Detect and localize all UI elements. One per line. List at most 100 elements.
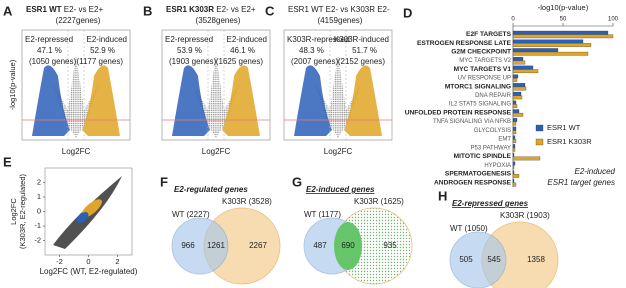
bar [512,165,515,169]
bar [512,30,609,35]
y-axis-label: -log10(p-value) [8,59,17,110]
category-label: UNFOLDED PROTEIN RESPONSE [405,110,512,117]
panel-letter: G [292,174,302,189]
category-label: MTORC1 SIGNALING [445,83,511,90]
panel-title: ESR1 WT E2- vs E2+ [26,5,103,14]
group-label: K303R-induced [334,35,389,44]
bar [512,78,518,82]
set-label: WT (1177) [304,210,341,219]
venn-title: E2-regulated genes [174,185,248,194]
legend-label: ESR1 WT [547,123,581,132]
bar [512,104,518,108]
category-label: IL2 STAT5 SIGNALING [449,102,511,108]
category-label: TNFA SIGNALING VIA NFKB [433,119,511,125]
category-label: MYC TARGETS V2 [459,58,511,64]
panel-letter: A [3,3,13,18]
count: 505 [459,255,473,264]
legend-swatch [535,124,544,132]
bar [512,100,517,105]
bar [512,156,541,161]
panel-title: ESR1 K303R E2- vs E2+ [166,5,256,14]
count: 1358 [527,255,545,264]
bar [512,121,517,126]
set-circle [449,231,507,288]
y-axis-label: (K303R, E2-regulated) [18,173,27,249]
group-count: (2007 genes) [291,57,338,66]
bar [512,74,519,79]
group-count: (1177 genes) [76,57,123,66]
bar [512,179,515,183]
group-count: (1625 genes) [216,57,263,66]
x-tick-label: 2 [115,257,119,266]
bar [512,147,516,152]
bar [512,86,527,91]
bar [512,60,526,65]
bar [512,182,517,187]
venn-title: E2-repressed genes [452,199,529,208]
scatter-core [76,212,89,223]
gene-total: (3528genes) [196,16,241,25]
bar [512,43,592,47]
x-tick-label: 100 [608,17,619,23]
group-count: (1050 genes) [29,57,76,66]
count: 966 [181,241,195,250]
title-rest: ESR1 WT E2- vs K303R E2- [288,5,390,14]
overlap [334,222,362,270]
bar [512,83,526,87]
bar [512,48,559,52]
bar [512,152,515,157]
y-tick-label: 2 [37,177,41,186]
group-label: E2-induced [227,35,267,44]
panel-letter: F [160,174,168,189]
x-axis-label: -log10(p-value) [538,3,589,12]
set-label: K303R (1625) [354,197,404,206]
x-tick-label: 50 [560,17,567,23]
bar [512,109,520,114]
legend-swatch [535,138,544,146]
panel-letter: B [143,3,152,18]
group-count: (2152 genes) [338,57,385,66]
category-label: DNA REPAIR [475,93,512,99]
title-rest: E2- vs E2+ [62,5,104,14]
category-label: MITOTIC SPINDLE [454,153,512,160]
title-rest: E2- vs E2+ [214,5,256,14]
title-bold: ESR1 WT [26,5,62,14]
set-label: WT (1050) [450,224,488,233]
group-pct: 52.9 % [90,46,115,55]
category-label: ESTROGEN RESPONSE LATE [417,40,512,47]
annotation: ESR1 target genes [547,178,615,187]
count: 1261 [207,241,225,250]
count: 487 [313,241,327,250]
group-count: (1903 genes) [169,57,216,66]
panel-letter: D [403,5,412,20]
set-label: WT (2227) [172,210,210,219]
bar [512,69,539,74]
bar [512,174,520,178]
legend-label: ESR1 K303R [547,137,592,146]
bar [512,139,517,143]
bar [512,91,522,96]
group-label: E2-repressed [165,35,213,44]
x-axis-label: Log2FC (WT, E2-regulated) [40,267,138,276]
bar [512,126,517,131]
group-pct: 47.1 % [37,46,62,55]
count: 690 [341,241,355,250]
group-label: K303R-repressed [287,35,350,44]
bar [512,65,534,70]
panel-letter: E [3,154,12,169]
bar [512,34,614,39]
category-label: SPERMATOGENESIS [445,171,512,178]
bar [512,130,517,135]
group-pct: 48.3 % [299,46,324,55]
bar [512,95,523,100]
panel-letter: C [265,3,275,18]
gene-total: (2227genes) [56,16,101,25]
count: 2267 [249,241,267,250]
group-pct: 51.7 % [352,46,377,55]
x-tick-label: -2 [56,257,63,266]
bar [512,135,516,140]
set-label: K303R (3528) [222,197,272,206]
bar [512,161,516,166]
gene-total: (4159genes) [318,16,363,25]
count: 545 [487,255,501,264]
